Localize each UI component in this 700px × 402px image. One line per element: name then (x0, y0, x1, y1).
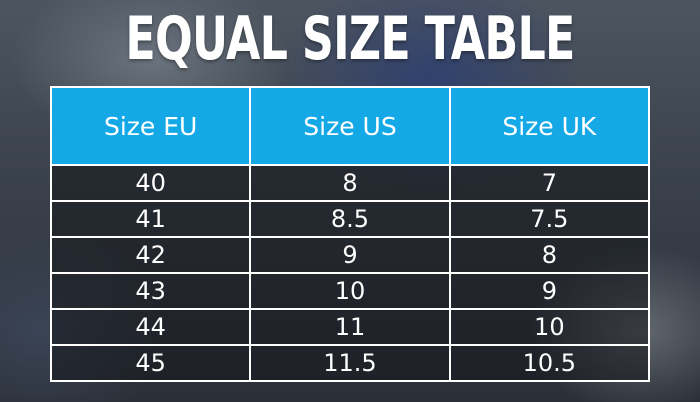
table-row: 44 11 10 (49, 308, 651, 346)
cell-size-us: 9 (249, 236, 451, 274)
cell-size-eu: 41 (49, 200, 252, 238)
header-size-uk: Size UK (448, 86, 651, 166)
header-row: Size EU Size US Size UK (49, 86, 651, 166)
cell-size-eu: 43 (49, 272, 252, 310)
cell-size-eu: 45 (49, 344, 252, 382)
cell-size-us: 8.5 (249, 200, 451, 238)
header-size-eu: Size EU (49, 86, 252, 166)
table-row: 43 10 9 (49, 272, 651, 310)
size-table: Size EU Size US Size UK 40 8 7 41 8.5 7.… (49, 86, 651, 382)
cell-size-eu: 44 (49, 308, 252, 346)
cell-size-us: 8 (249, 164, 451, 202)
cell-size-us: 11.5 (249, 344, 451, 382)
table-row: 45 11.5 10.5 (49, 344, 651, 382)
cell-size-uk: 8 (448, 236, 651, 274)
cell-size-us: 10 (249, 272, 451, 310)
cell-size-us: 11 (249, 308, 451, 346)
cell-size-eu: 42 (49, 236, 252, 274)
table-row: 40 8 7 (49, 164, 651, 202)
cell-size-uk: 7.5 (448, 200, 651, 238)
header-size-us: Size US (249, 86, 451, 166)
table-row: 42 9 8 (49, 236, 651, 274)
table-row: 41 8.5 7.5 (49, 200, 651, 238)
cell-size-uk: 9 (448, 272, 651, 310)
cell-size-uk: 10 (448, 308, 651, 346)
page-title: EQUAL SIZE TABLE (125, 4, 575, 74)
cell-size-uk: 10.5 (448, 344, 651, 382)
cell-size-uk: 7 (448, 164, 651, 202)
cell-size-eu: 40 (49, 164, 252, 202)
